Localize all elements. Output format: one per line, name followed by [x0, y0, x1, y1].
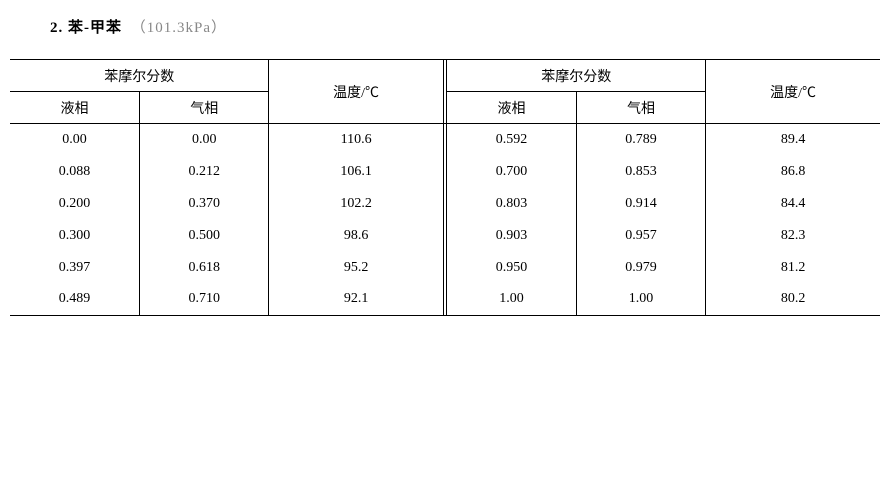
cell-liquid-right: 0.950	[447, 252, 576, 284]
table-row: 0.0880.212106.10.7000.85386.8	[10, 156, 880, 188]
cell-temp-left: 98.6	[269, 220, 443, 252]
table-row: 0.3970.61895.20.9500.97981.2	[10, 252, 880, 284]
cell-liquid-left: 0.200	[10, 188, 139, 220]
cell-vapor-left: 0.00	[139, 124, 268, 156]
cell-vapor-right: 0.853	[576, 156, 705, 188]
header-group-right: 苯摩尔分数	[447, 60, 706, 92]
cell-liquid-right: 0.803	[447, 188, 576, 220]
cell-liquid-right: 0.592	[447, 124, 576, 156]
cell-liquid-right: 1.00	[447, 284, 576, 316]
cell-liquid-left: 0.489	[10, 284, 139, 316]
cell-vapor-left: 0.618	[139, 252, 268, 284]
cell-vapor-right: 0.979	[576, 252, 705, 284]
cell-temp-left: 92.1	[269, 284, 443, 316]
header-vapor-left: 气相	[139, 92, 268, 124]
header-temp-right: 温度/℃	[706, 60, 880, 124]
table-row: 0.2000.370102.20.8030.91484.4	[10, 188, 880, 220]
table-row: 0.4890.71092.11.001.0080.2	[10, 284, 880, 316]
cell-temp-left: 95.2	[269, 252, 443, 284]
cell-vapor-right: 1.00	[576, 284, 705, 316]
header-liquid-right: 液相	[447, 92, 576, 124]
cell-liquid-left: 0.00	[10, 124, 139, 156]
vle-data-table: 苯摩尔分数 温度/℃ 苯摩尔分数 温度/℃ 液相 气相 液相 气相 0.000.…	[10, 59, 880, 316]
cell-liquid-left: 0.088	[10, 156, 139, 188]
cell-vapor-right: 0.789	[576, 124, 705, 156]
cell-temp-right: 86.8	[706, 156, 880, 188]
cell-vapor-left: 0.500	[139, 220, 268, 252]
header-temp-left: 温度/℃	[269, 60, 443, 124]
cell-liquid-right: 0.903	[447, 220, 576, 252]
header-group-left: 苯摩尔分数	[10, 60, 269, 92]
table-row: 0.3000.50098.60.9030.95782.3	[10, 220, 880, 252]
cell-vapor-left: 0.710	[139, 284, 268, 316]
cell-liquid-left: 0.397	[10, 252, 139, 284]
cell-temp-right: 89.4	[706, 124, 880, 156]
cell-vapor-right: 0.914	[576, 188, 705, 220]
title-main: 苯-甲苯	[68, 20, 122, 36]
cell-temp-right: 81.2	[706, 252, 880, 284]
cell-temp-right: 80.2	[706, 284, 880, 316]
cell-temp-left: 102.2	[269, 188, 443, 220]
cell-temp-left: 110.6	[269, 124, 443, 156]
cell-vapor-right: 0.957	[576, 220, 705, 252]
cell-temp-left: 106.1	[269, 156, 443, 188]
header-vapor-right: 气相	[576, 92, 705, 124]
cell-temp-right: 84.4	[706, 188, 880, 220]
cell-liquid-left: 0.300	[10, 220, 139, 252]
table-row: 0.000.00110.60.5920.78989.4	[10, 124, 880, 156]
cell-vapor-left: 0.212	[139, 156, 268, 188]
header-liquid-left: 液相	[10, 92, 139, 124]
title-pressure: （101.3kPa）	[131, 20, 227, 36]
cell-liquid-right: 0.700	[447, 156, 576, 188]
table-title: 2. 苯-甲苯 （101.3kPa）	[10, 16, 880, 37]
cell-vapor-left: 0.370	[139, 188, 268, 220]
title-number: 2.	[50, 20, 63, 36]
cell-temp-right: 82.3	[706, 220, 880, 252]
table-body: 0.000.00110.60.5920.78989.40.0880.212106…	[10, 124, 880, 316]
